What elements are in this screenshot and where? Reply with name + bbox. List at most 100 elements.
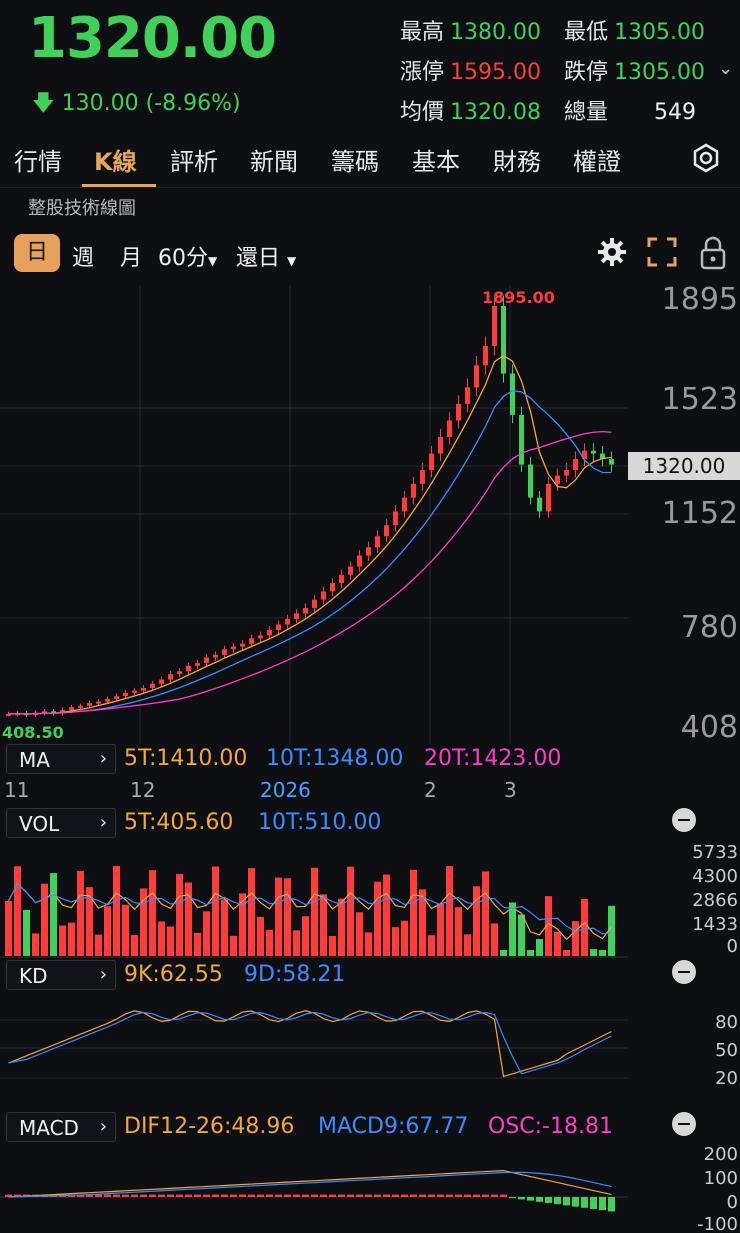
volume-bar — [41, 883, 48, 956]
osc-bar — [95, 1194, 102, 1197]
candle — [123, 692, 128, 697]
osc-bar — [203, 1194, 210, 1197]
osc-bar — [383, 1194, 390, 1197]
stat-avg-price: 均價 1320.08 — [400, 100, 541, 125]
volume-bar — [86, 887, 93, 956]
d-value: 9D:58.21 — [244, 962, 346, 987]
tab-kline[interactable]: K線 — [94, 148, 137, 176]
candle — [339, 574, 344, 584]
candle — [402, 497, 407, 512]
y-tick: 0 — [726, 936, 738, 957]
expand-chevron-icon[interactable]: ⌄ — [718, 58, 734, 79]
volume-bar — [356, 912, 363, 956]
y-tick: 200 — [703, 1144, 738, 1165]
osc-bar — [104, 1194, 111, 1197]
collapse-kd-button[interactable] — [672, 960, 696, 984]
ma-selector-button[interactable]: MA › — [6, 744, 116, 774]
candle — [159, 679, 164, 684]
volume-bar — [14, 866, 21, 956]
candle — [483, 345, 488, 366]
tab-chips[interactable]: 籌碼 — [331, 148, 379, 176]
period-week[interactable]: 週 — [72, 246, 95, 271]
volume-bar — [608, 905, 615, 956]
kd-row: KD › 9K:62.55 9D:58.21 — [0, 958, 740, 992]
candle — [411, 483, 416, 498]
osc-bar — [572, 1197, 579, 1207]
candle — [204, 657, 209, 664]
x-tick: 12 — [130, 778, 156, 802]
volume-bar — [419, 889, 426, 956]
y-tick: 20 — [715, 1068, 738, 1089]
chart-subtitle: 整股技術線圖 — [28, 198, 136, 219]
volume-bar — [230, 935, 237, 956]
vol-ma10-line — [7, 882, 612, 935]
candle — [456, 403, 461, 421]
x-tick-year: 2026 — [260, 778, 311, 802]
settings-hex-icon[interactable] — [690, 142, 722, 174]
kd-chart — [0, 1010, 628, 1079]
osc-bar — [230, 1194, 237, 1197]
candle — [465, 387, 470, 404]
volume-bar — [50, 873, 57, 956]
y-tick: 1523 — [661, 382, 738, 417]
osc-bar — [455, 1194, 462, 1197]
macd-selector-button[interactable]: MACD › — [6, 1112, 116, 1142]
candle — [375, 536, 380, 548]
candle — [267, 629, 272, 636]
kd-selector-button[interactable]: KD › — [6, 960, 116, 990]
x-tick: 2 — [424, 778, 437, 802]
osc-bar — [221, 1194, 228, 1197]
down-arrow-icon: 🡇 — [32, 91, 55, 116]
tab-quote[interactable]: 行情 — [14, 148, 62, 176]
osc-bar — [518, 1197, 525, 1200]
ma-row: MA › 5T:1410.00 10T:1348.00 20T:1423.00 — [0, 742, 740, 776]
candle — [141, 687, 146, 691]
osc-value: OSC:-18.81 — [488, 1114, 613, 1139]
dropdown-caret-icon: ▼ — [287, 254, 297, 268]
collapse-vol-button[interactable] — [672, 808, 696, 832]
osc-bar — [86, 1194, 93, 1197]
candle — [132, 690, 137, 693]
osc-bar — [212, 1194, 219, 1197]
candle — [303, 607, 308, 614]
volume-bar — [455, 907, 462, 956]
candle — [294, 613, 299, 619]
restore-dropdown[interactable]: 還日 ▼ — [236, 246, 297, 271]
osc-bar — [176, 1194, 183, 1197]
osc-bar — [446, 1194, 453, 1197]
tab-warrants[interactable]: 權證 — [573, 148, 621, 176]
osc-bar — [131, 1194, 138, 1197]
candle — [600, 453, 605, 460]
active-tab-indicator — [82, 184, 156, 187]
gear-icon[interactable] — [596, 236, 628, 268]
osc-bar — [491, 1194, 498, 1197]
candle — [573, 459, 578, 471]
chevron-right-icon: › — [99, 1116, 107, 1137]
volume-bar — [500, 950, 507, 956]
candle — [78, 705, 83, 708]
volume-bar — [446, 866, 453, 956]
tab-news[interactable]: 新聞 — [250, 148, 298, 176]
osc-bar — [293, 1194, 300, 1197]
period-60min[interactable]: 60分▼ — [158, 246, 218, 271]
volume-bar — [23, 909, 30, 956]
y-tick: 1433 — [692, 914, 738, 935]
vol-5-value: 5T:405.60 — [124, 810, 234, 835]
osc-bar — [158, 1194, 165, 1197]
candle — [51, 711, 56, 714]
period-day[interactable]: 日 — [14, 234, 60, 272]
candlestick-chart[interactable] — [0, 286, 740, 744]
volume-bar — [248, 868, 255, 956]
x-tick: 3 — [504, 778, 517, 802]
lock-icon[interactable] — [698, 236, 728, 270]
fullscreen-icon[interactable] — [646, 236, 678, 268]
tab-analysis[interactable]: 評析 — [170, 148, 218, 176]
collapse-macd-button[interactable] — [672, 1112, 696, 1136]
tab-financials[interactable]: 財務 — [493, 148, 541, 176]
chevron-right-icon: › — [99, 964, 107, 985]
period-month[interactable]: 月 — [120, 246, 143, 271]
volume-bar — [311, 867, 318, 956]
y-tick: 5733 — [692, 842, 738, 863]
tab-fundamentals[interactable]: 基本 — [412, 148, 460, 176]
vol-selector-button[interactable]: VOL › — [6, 808, 116, 838]
